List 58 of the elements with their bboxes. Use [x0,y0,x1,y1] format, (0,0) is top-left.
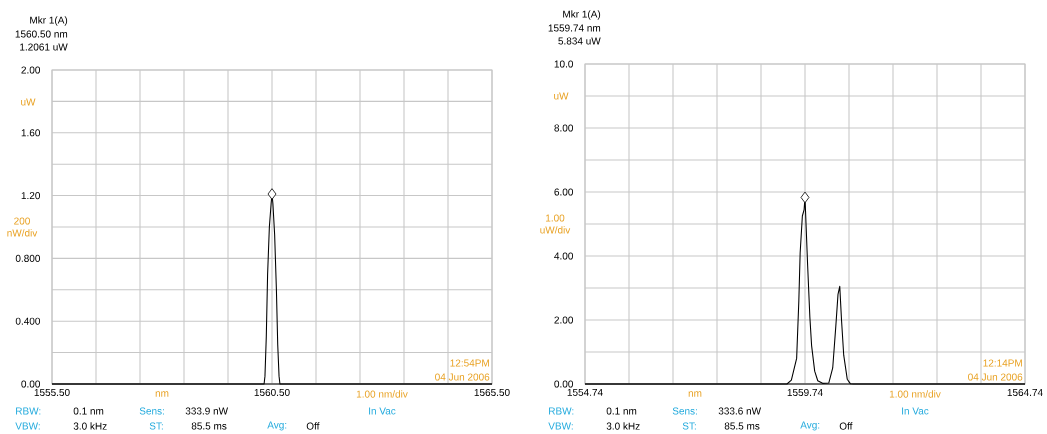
x-axis-title: nm [155,391,169,397]
annotation: 04 Jun 2006 [435,373,490,381]
y-tick-label: 10.0 [554,60,574,68]
text: Avg: [800,421,820,431]
text: VBW: [15,422,40,430]
text: 333.9 nW [185,407,229,415]
x-tick-label: 1565.50 [474,388,510,396]
text: In Vac [902,407,929,415]
y-tick-label: 0.00 [554,380,574,388]
text: 0.1 nm [606,407,637,415]
text: ST: [682,422,696,430]
annotation: 04 Jun 2006 [968,373,1023,381]
text: 1560.50 nm [15,30,68,38]
text: 1559.74 nm [548,24,601,32]
text: 3.0 kHz [73,422,107,430]
x-tick-label: 1564.74 [1007,388,1043,396]
y-tick-label: 4.00 [554,252,574,260]
x-tick-label: 1554.74 [567,388,603,396]
text: 3.0 kHz [606,422,640,430]
text: 85.5 ms [191,422,227,430]
annotation: 12:54PM [450,359,489,367]
text: Mkr 1(A) [30,16,68,26]
y-tick-label: 0.00 [21,380,41,388]
y-tick-label: 1.20 [21,192,41,200]
text: Off [839,422,853,430]
text: Sens: [672,407,697,415]
text: RBW: [16,407,41,415]
y-axis-title: uW [554,92,569,100]
text: 200 nW/div [7,217,38,237]
text: 0.1 nm [73,407,104,415]
y-tick-label: 0.400 [15,317,41,325]
text: Mkr 1(A) [563,10,601,20]
text: In Vac [369,407,396,415]
text: 1.00 uW/div [540,214,571,234]
y-tick-label: 0.800 [15,254,41,262]
y-tick-label: 1.60 [21,129,41,137]
x-tick-label: 1559.74 [787,388,823,396]
text: RBW: [549,407,574,415]
text: 1.2061 uW [20,43,68,51]
y-axis-title: uW [21,98,36,106]
text: 1.00 nm/div [356,390,408,398]
text: VBW: [548,422,573,430]
annotation: 12:14PM [983,359,1022,367]
text: Off [306,422,320,430]
y-tick-label: 8.00 [554,124,574,132]
x-axis-title: nm [688,391,702,397]
text: 85.5 ms [724,422,760,430]
x-tick-label: 1560.50 [254,388,290,396]
text: 5.834 uW [558,37,601,45]
text: ST: [149,422,163,430]
y-tick-label: 2.00 [21,66,41,74]
y-tick-label: 2.00 [554,316,574,324]
text: 333.6 nW [718,407,762,415]
x-tick-label: 1555.50 [34,388,70,396]
text: Sens: [139,407,164,415]
text: 1.00 nm/div [889,390,941,398]
y-tick-label: 6.00 [554,188,574,196]
text: Avg: [267,421,287,431]
